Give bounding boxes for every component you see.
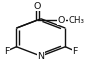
Text: N: N bbox=[37, 52, 44, 61]
Text: F: F bbox=[72, 47, 78, 56]
Text: CH₃: CH₃ bbox=[68, 16, 84, 25]
Text: O: O bbox=[58, 16, 65, 25]
Text: O: O bbox=[34, 2, 41, 11]
Text: F: F bbox=[4, 47, 9, 56]
